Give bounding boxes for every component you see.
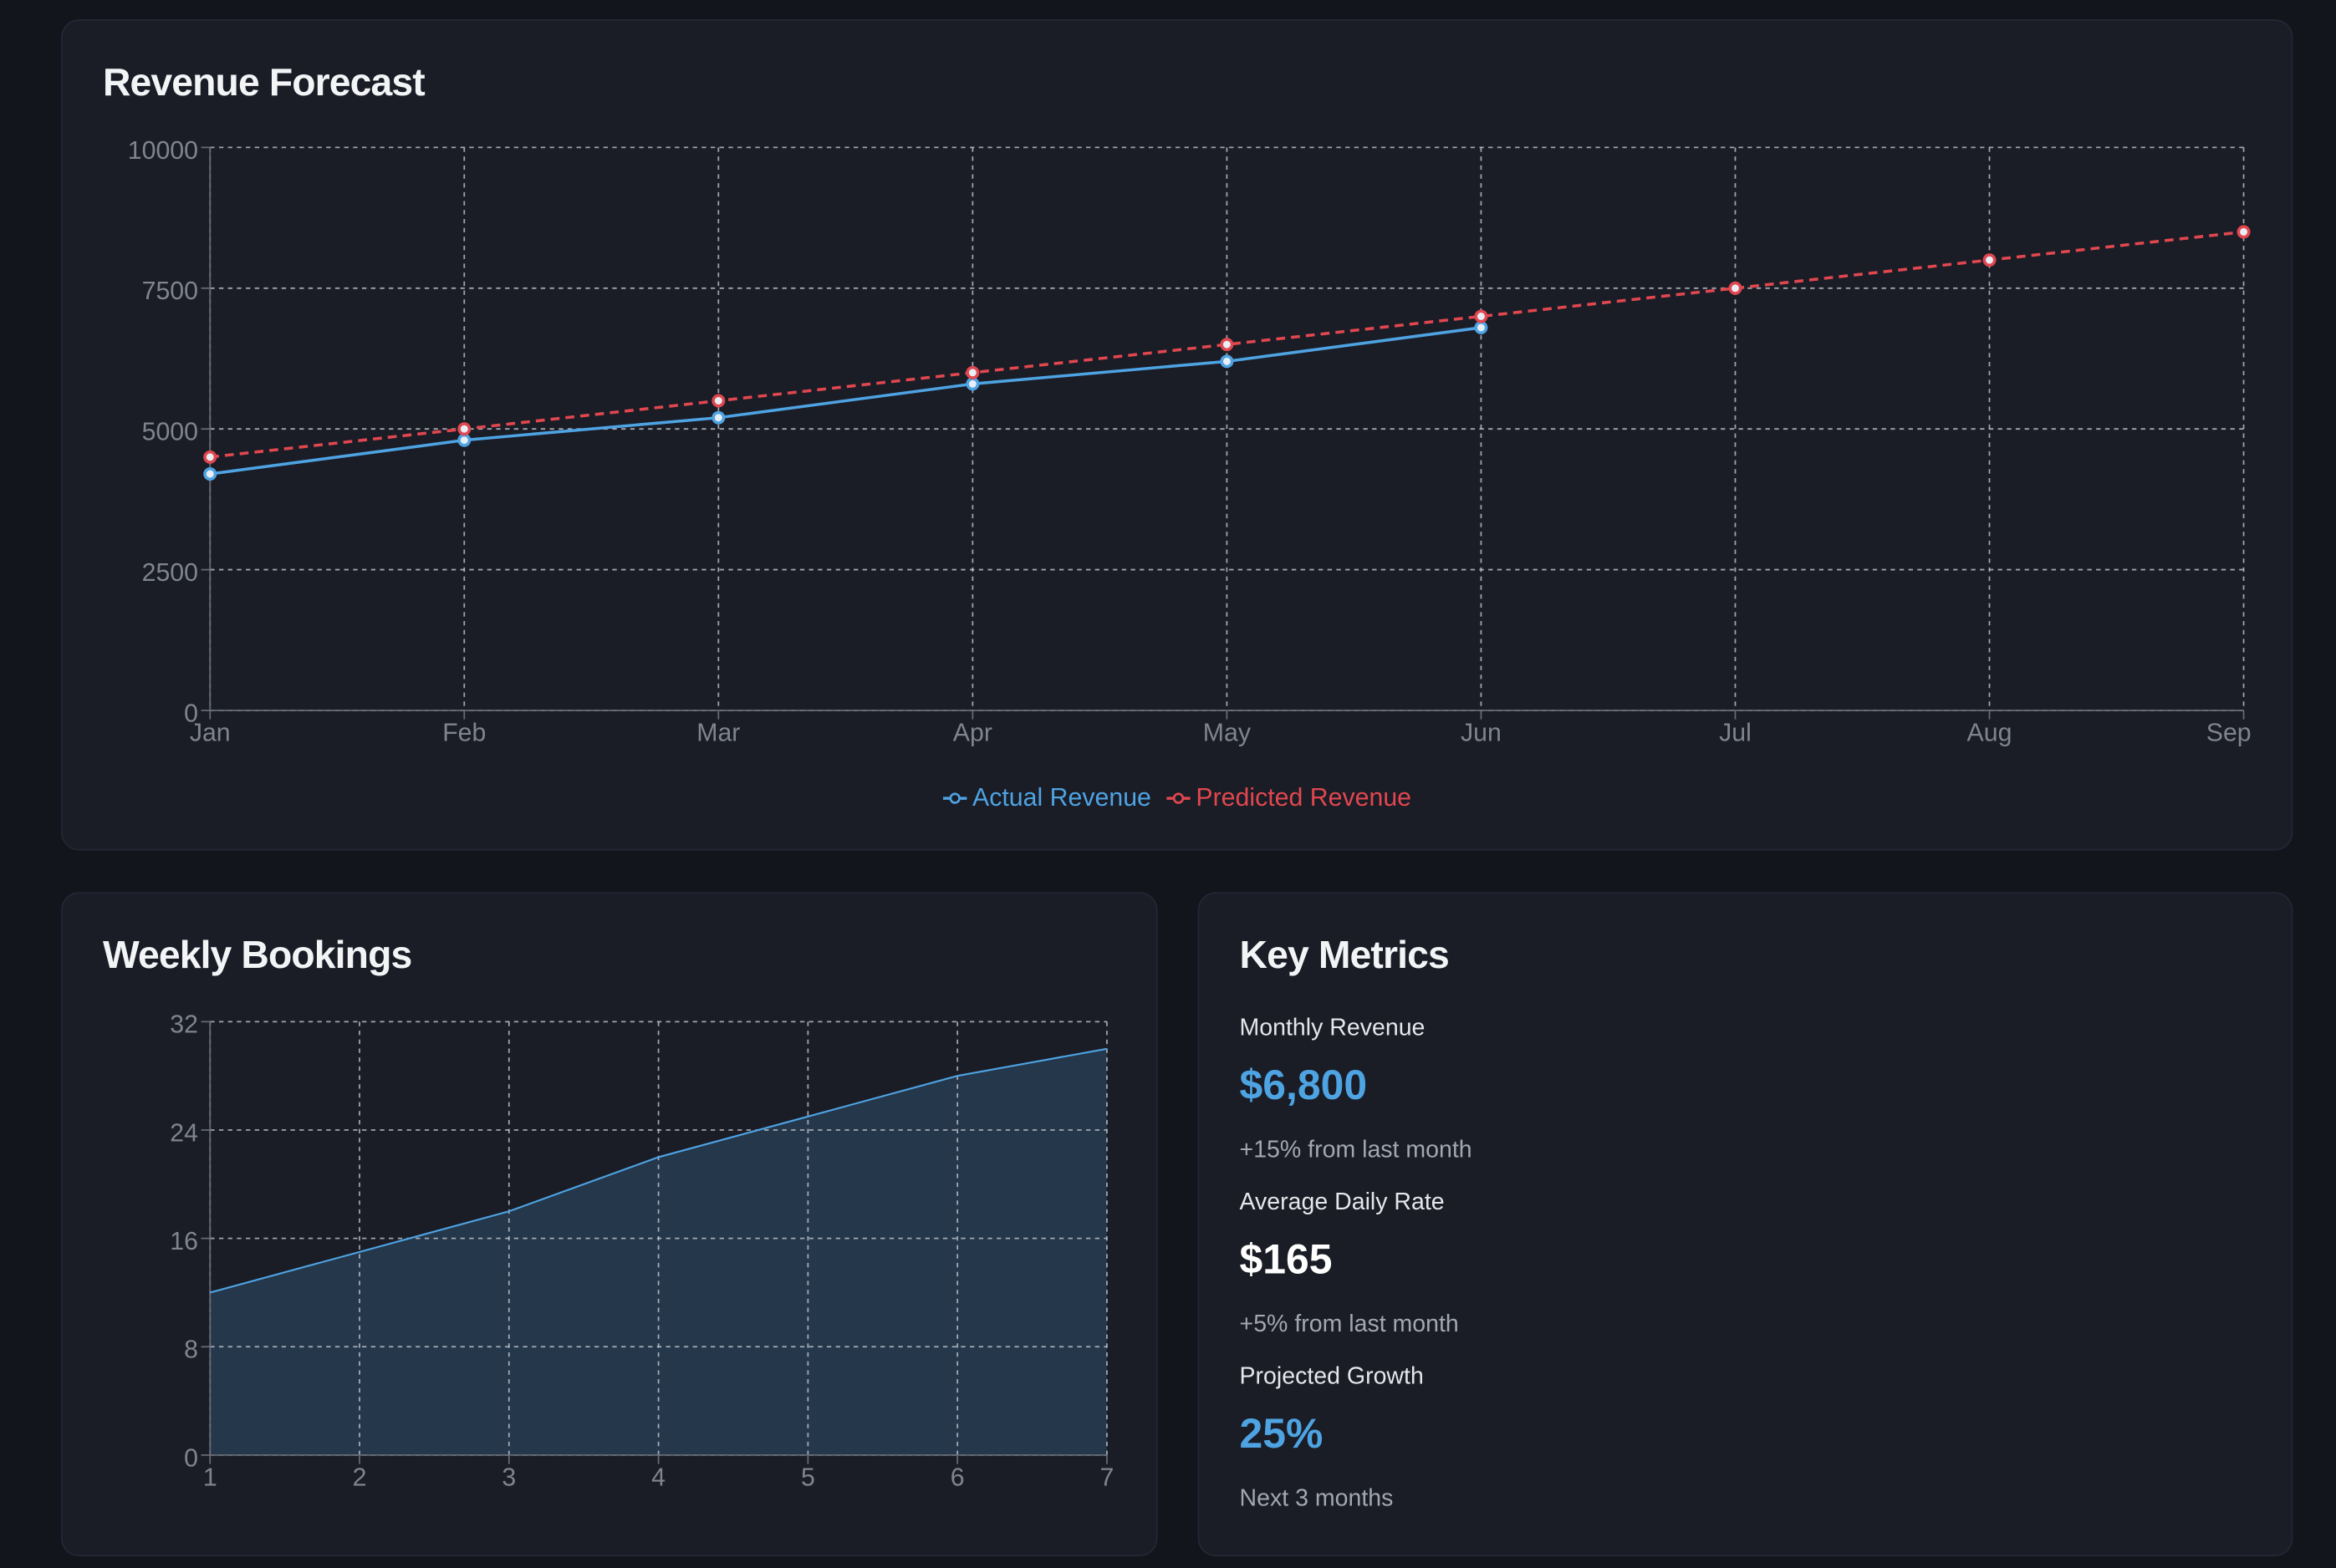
- x-tick-label: 2: [353, 1464, 367, 1491]
- y-tick-label: 16: [170, 1228, 198, 1255]
- metric-label: Projected Growth: [1239, 1364, 1424, 1390]
- point: [1474, 320, 1488, 334]
- x-tick-label: Sep: [2206, 719, 2252, 746]
- point: [1220, 354, 1234, 369]
- metric: Projected Growth 25% Next 3 months: [1240, 1364, 1472, 1538]
- y-tick-label: 5000: [142, 419, 198, 446]
- series-line: [210, 230, 2244, 459]
- x-tick-label: Aug: [1967, 719, 2012, 746]
- x-tick-label: Apr: [953, 719, 992, 746]
- x-tick-label: Mar: [696, 719, 740, 746]
- point: [966, 365, 980, 379]
- legend-icon: [942, 792, 967, 804]
- area-fill: [210, 1048, 1107, 1455]
- x-tick-label: Jan: [190, 719, 231, 746]
- point: [1728, 281, 1742, 295]
- card-title: Weekly Bookings: [102, 932, 412, 977]
- metric-label: Monthly Revenue: [1239, 1016, 1426, 1041]
- point: [712, 394, 726, 408]
- legend-item: Actual Revenue: [942, 783, 1151, 813]
- metric-value: $6,800: [1239, 1061, 1368, 1108]
- x-tick-label: Jul: [1719, 719, 1752, 746]
- point: [203, 450, 217, 464]
- metrics-card: Key Metrics Monthly Revenue $6,800 +15% fr…: [1197, 892, 2293, 1557]
- x-tick-label: 3: [502, 1464, 516, 1491]
- series-line: [210, 326, 1482, 476]
- revenue-card: Revenue Forecast Actual Revenue Predicted…: [61, 19, 2293, 851]
- point: [457, 433, 472, 447]
- y-tick-label: 32: [170, 1011, 198, 1039]
- y-tick-label: 0: [184, 700, 198, 727]
- metric: Monthly Revenue $6,800 +15% from last mont…: [1240, 1016, 1472, 1189]
- metric-note: Next 3 months: [1239, 1486, 1394, 1512]
- card-title: Key Metrics: [1239, 932, 1450, 977]
- metric: Average Daily Rate $165 +5% from last mont…: [1240, 1190, 1472, 1364]
- metric-value: 25%: [1239, 1410, 1324, 1457]
- bookings-card: Weekly Bookings: [61, 892, 1158, 1557]
- y-tick-label: 24: [170, 1119, 198, 1147]
- x-tick-label: 1: [203, 1464, 217, 1491]
- point: [1982, 253, 1997, 267]
- point: [457, 422, 472, 436]
- metric-note: +5% from last month: [1239, 1311, 1459, 1338]
- point: [2237, 225, 2251, 239]
- y-tick-label: 10000: [128, 137, 198, 165]
- legend-label: Predicted Revenue: [1196, 783, 1412, 812]
- point: [1220, 338, 1234, 352]
- legend-marker: [1172, 792, 1184, 804]
- x-tick-label: 7: [1100, 1464, 1114, 1491]
- x-tick-label: May: [1203, 719, 1252, 746]
- legend-label: Actual Revenue: [972, 783, 1151, 812]
- metric-value: $165: [1239, 1235, 1333, 1283]
- legend-marker: [948, 792, 961, 804]
- metric-note: +15% from last month: [1239, 1138, 1472, 1163]
- y-tick-label: 7500: [142, 277, 198, 305]
- card-title: Revenue Forecast: [102, 59, 426, 104]
- point: [712, 410, 726, 425]
- x-tick-label: 4: [651, 1464, 666, 1491]
- y-tick-label: 2500: [142, 559, 198, 587]
- y-tick-label: 8: [184, 1336, 198, 1364]
- area-line: [209, 1047, 1108, 1294]
- legend: Actual Revenue Predicted Revenue: [63, 783, 2292, 813]
- x-tick-label: 5: [801, 1464, 815, 1491]
- legend-icon: [1165, 792, 1191, 804]
- metric-label: Average Daily Rate: [1239, 1189, 1445, 1216]
- point: [203, 467, 217, 481]
- metrics-list: Monthly Revenue $6,800 +15% from last mont…: [1240, 1016, 1472, 1538]
- legend-item: Predicted Revenue: [1165, 783, 1412, 813]
- point: [966, 377, 980, 391]
- x-tick-label: Jun: [1461, 719, 1502, 746]
- y-tick-label: 0: [184, 1444, 198, 1472]
- x-tick-label: Feb: [442, 719, 486, 746]
- x-tick-label: 6: [951, 1464, 965, 1491]
- point: [1474, 309, 1488, 323]
